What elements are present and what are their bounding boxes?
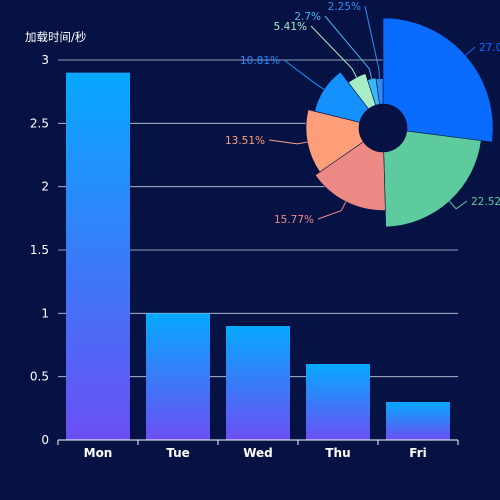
pie-center-hole <box>359 104 407 152</box>
bar-fri <box>386 402 450 440</box>
pie-leader-line <box>283 59 325 90</box>
axes: 0 0.5 1 1.5 2 2.5 3 Mon Tue Wed Thu Fri <box>30 53 459 460</box>
pie-slice-label: 10.81% <box>240 55 280 67</box>
x-tick-label: Tue <box>166 446 190 460</box>
pie-slice-label: 22.52% <box>471 196 500 208</box>
y-tick-label: 0.5 <box>30 370 49 384</box>
pie-leader-line <box>268 139 308 145</box>
pie-slice-label: 27.03% <box>479 42 500 54</box>
y-tick-label: 1 <box>41 306 49 320</box>
bar-wed <box>226 326 290 440</box>
y-tick-label: 3 <box>41 53 49 67</box>
x-tick-label: Thu <box>325 446 350 460</box>
pie-leader-line <box>317 201 347 220</box>
bar-series <box>66 72 450 441</box>
pie-slice-label: 5.41% <box>274 21 307 33</box>
pie-leader-line <box>364 5 381 79</box>
x-tick-label: Wed <box>243 446 273 460</box>
pie-slice-label: 2.7% <box>294 11 321 23</box>
pie-leader-line <box>465 46 476 56</box>
y-tick-label: 2.5 <box>30 116 49 130</box>
y-tick-label: 2 <box>41 180 49 194</box>
x-tick-label: Fri <box>409 446 426 460</box>
pie-chart: 27.03% 22.52% 15.77% 13.51% 10.81% 5.41%2.7% 2… <box>225 1 500 228</box>
bar-tue <box>146 313 210 440</box>
y-axis-title: 加载时间/秒 <box>25 30 86 44</box>
x-tick-label: Mon <box>84 446 113 460</box>
pie-leader-line <box>449 200 468 210</box>
pie-slice-label: 15.77% <box>274 214 314 226</box>
bar-mon <box>66 72 130 441</box>
pie-slice-label: 2.25% <box>328 1 361 13</box>
pie-leader-line <box>310 25 357 78</box>
pie-leader-line <box>324 15 373 79</box>
bar-thu <box>306 364 370 440</box>
y-tick-label: 1.5 <box>30 243 49 257</box>
y-tick-label: 0 <box>41 433 49 447</box>
pie-slice-label: 13.51% <box>225 135 265 147</box>
